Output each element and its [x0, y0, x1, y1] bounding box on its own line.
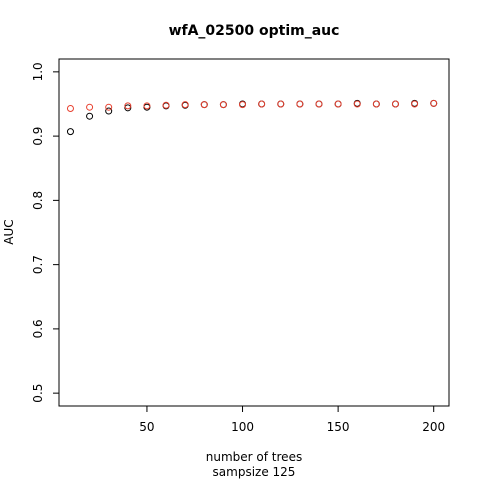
data-point-series-2: [430, 99, 438, 107]
data-point-series-2: [181, 101, 189, 109]
data-point-series-2: [391, 100, 399, 108]
x-axis-label: number of trees: [206, 450, 302, 464]
data-point-series-2: [315, 100, 323, 108]
data-point-series-2: [66, 104, 74, 112]
x-tick-label: 50: [139, 420, 154, 434]
data-point-series-2: [372, 100, 380, 108]
data-point-series-2: [105, 103, 113, 111]
data-point-series-1: [124, 104, 132, 112]
data-point-series-2: [277, 100, 285, 108]
y-tick-label: 1.0: [31, 62, 45, 81]
data-point-series-2: [334, 100, 342, 108]
plot-frame: [58, 58, 450, 407]
x-axis: 50 100 150 200: [139, 405, 445, 434]
y-axis: 0.5 0.6 0.7 0.8 0.9 1.0: [31, 62, 60, 403]
data-point-series-1: [105, 107, 113, 115]
y-tick-label: 0.9: [31, 127, 45, 146]
x-tick-label: 100: [231, 420, 254, 434]
data-point-series-2: [86, 103, 94, 111]
y-tick-label: 0.5: [31, 384, 45, 403]
y-tick-label: 0.8: [31, 191, 45, 210]
data-point-series-2: [296, 100, 304, 108]
x-tick-label: 200: [422, 420, 445, 434]
data-point-series-2: [411, 100, 419, 108]
data-point-series-2: [162, 101, 170, 109]
data-point-series-2: [124, 102, 132, 110]
y-axis-label: AUC: [2, 219, 16, 244]
data-point-series-2: [239, 101, 247, 109]
x-tick-label: 150: [327, 420, 350, 434]
x-axis-sublabel: sampsize 125: [213, 465, 296, 479]
y-tick-label: 0.6: [31, 319, 45, 338]
data-point-series-2: [258, 100, 266, 108]
data-point-series-2: [143, 102, 151, 110]
data-point-series-1: [66, 128, 74, 136]
data-point-series-2: [200, 101, 208, 109]
data-point-series-2: [353, 100, 361, 108]
data-points: [66, 99, 438, 136]
y-tick-label: 0.7: [31, 255, 45, 274]
data-point-series-1: [86, 112, 94, 120]
chart-title: wfA_02500 optim_auc: [169, 23, 340, 39]
data-point-series-2: [219, 101, 227, 109]
